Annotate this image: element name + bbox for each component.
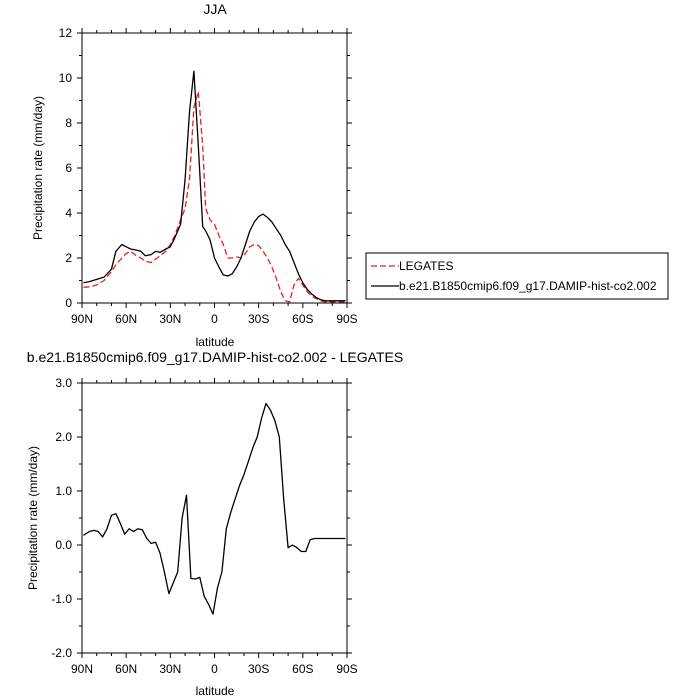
bottom-y-axis-label: Precipitation rate (mm/day) — [26, 446, 40, 590]
bottom-y-tick-label: -2.0 — [51, 646, 72, 660]
top-series-line-0 — [83, 90, 346, 303]
bottom-x-tick-label: 90N — [71, 662, 93, 676]
bottom-panel: b.e21.B1850cmip6.f09_g17.DAMIP-hist-co2.… — [26, 349, 403, 698]
top-y-tick-label: 4 — [65, 206, 72, 220]
bottom-x-tick-label: 60S — [292, 662, 313, 676]
top-y-axis-label: Precipitation rate (mm/day) — [31, 96, 45, 240]
top-y-tick-label: 12 — [59, 26, 73, 40]
bottom-chart-title: b.e21.B1850cmip6.f09_g17.DAMIP-hist-co2.… — [27, 349, 403, 365]
bottom-x-tick-label: 30N — [159, 662, 181, 676]
top-y-tick-label: 6 — [65, 161, 72, 175]
top-y-tick-label: 0 — [65, 296, 72, 310]
bottom-y-tick-label: 2.0 — [55, 430, 72, 444]
top-x-tick-label: 30S — [248, 312, 269, 326]
top-y-tick-label: 10 — [59, 71, 73, 85]
top-x-tick-label: 60N — [115, 312, 137, 326]
bottom-axis-ticks: 90N 60N 30N 0 30S 60S 90S -2.0 -1.0 0.0 1.0 2.0 3.0 — [51, 376, 357, 676]
bottom-y-tick-label: 1.0 — [55, 484, 72, 498]
legend-label-legates: LEGATES — [399, 259, 453, 273]
top-x-tick-label: 60S — [292, 312, 313, 326]
top-panel: JJA 90N 60N 30N 0 30S 60S 90S 0 2 4 6 8 10 12 latitud… — [31, 1, 358, 349]
bottom-x-tick-label: 90S — [336, 662, 357, 676]
top-series-lines — [83, 70, 346, 303]
top-x-axis-label: latitude — [196, 335, 235, 349]
top-x-tick-label: 0 — [211, 312, 218, 326]
top-chart-title: JJA — [203, 1, 227, 17]
bottom-x-tick-label: 60N — [115, 662, 137, 676]
bottom-y-tick-label: 3.0 — [55, 376, 72, 390]
top-x-tick-label: 30N — [159, 312, 181, 326]
bottom-x-tick-label: 30S — [248, 662, 269, 676]
top-y-tick-label: 2 — [65, 251, 72, 265]
top-plot-frame — [81, 32, 348, 304]
bottom-series-lines — [83, 402, 346, 615]
bottom-x-tick-label: 0 — [211, 662, 218, 676]
bottom-y-tick-label: 0.0 — [55, 538, 72, 552]
bottom-series-line-0 — [83, 402, 346, 615]
legend-label-model: b.e21.B1850cmip6.f09_g17.DAMIP-hist-co2.… — [399, 279, 657, 293]
legend-box — [365, 252, 669, 300]
top-series-line-1 — [83, 70, 346, 302]
bottom-x-axis-label: latitude — [196, 684, 235, 698]
legend: LEGATES b.e21.B1850cmip6.f09_g17.DAMIP-h… — [365, 252, 669, 300]
top-x-tick-label: 90N — [71, 312, 93, 326]
top-y-tick-label: 8 — [65, 116, 72, 130]
bottom-plot-frame — [81, 382, 348, 654]
top-x-tick-label: 90S — [336, 312, 357, 326]
bottom-y-tick-label: -1.0 — [51, 592, 72, 606]
top-axis-ticks: 90N 60N 30N 0 30S 60S 90S 0 2 4 6 8 10 12 — [59, 26, 358, 326]
